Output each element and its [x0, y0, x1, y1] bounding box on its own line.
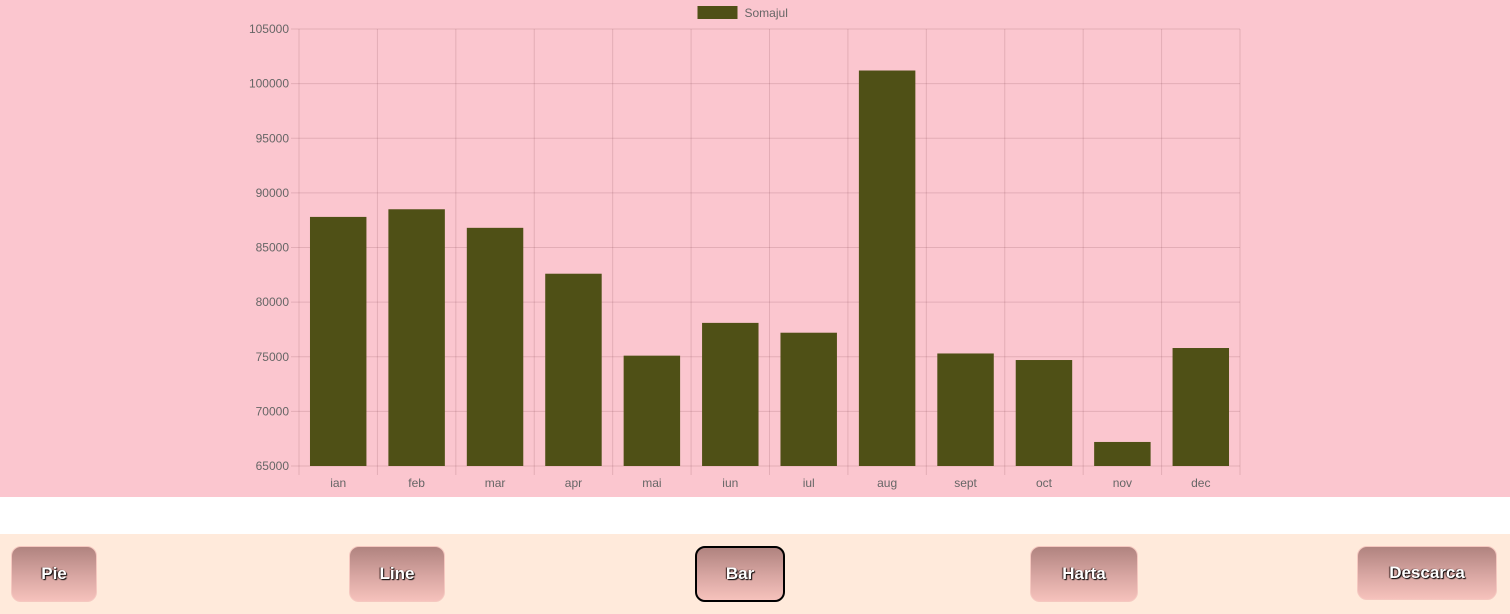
bar-ian [309, 216, 367, 466]
bar-mai [623, 355, 681, 466]
x-tick-label: oct [1036, 476, 1053, 490]
x-tick-label: nov [1113, 476, 1132, 490]
bar-oct [1015, 360, 1073, 466]
bar-chart: 105000 100000 95000 90000 85000 80000 75000 700… [249, 6, 1241, 490]
x-tick-label: feb [408, 476, 425, 490]
bar-button[interactable]: Bar [695, 546, 785, 602]
x-tick-label: aug [877, 476, 897, 490]
bar-aug [858, 70, 916, 466]
y-tick-label: 105000 [249, 22, 289, 36]
chart-type-toolbar: Pie Line Bar Harta Descarca [0, 534, 1510, 614]
bar-dec [1172, 348, 1230, 466]
harta-button[interactable]: Harta [1030, 546, 1138, 602]
bar-mar [466, 227, 524, 466]
bar-feb [388, 209, 445, 466]
x-tick-label: mar [485, 476, 506, 490]
y-tick-label: 100000 [249, 77, 289, 91]
x-tick-label: iul [803, 476, 815, 490]
y-tick-label: 95000 [256, 131, 290, 145]
x-tick-label: iun [722, 476, 738, 490]
legend-swatch [697, 6, 738, 19]
y-tick-label: 90000 [256, 186, 290, 200]
bar-sept [937, 353, 994, 466]
line-button[interactable]: Line [349, 546, 445, 602]
x-tick-label: mai [642, 476, 661, 490]
legend-label: Somajul [745, 6, 788, 20]
x-tick-label: dec [1191, 476, 1210, 490]
chart-area: 105000 100000 95000 90000 85000 80000 75000 700… [0, 0, 1510, 497]
x-tick-label: apr [565, 476, 582, 490]
y-tick-label: 70000 [256, 404, 290, 418]
pie-button[interactable]: Pie [11, 546, 97, 602]
bar-nov [1094, 441, 1151, 466]
descarca-button[interactable]: Descarca [1357, 546, 1497, 600]
y-tick-label: 75000 [256, 350, 290, 364]
x-tick-label: ian [330, 476, 346, 490]
y-tick-label: 85000 [256, 241, 290, 255]
bar-iul [780, 332, 837, 466]
bar-apr [545, 273, 602, 466]
x-tick-label: sept [954, 476, 977, 490]
y-tick-label: 65000 [256, 459, 290, 473]
y-tick-label: 80000 [256, 295, 290, 309]
bar-iun [702, 322, 759, 466]
